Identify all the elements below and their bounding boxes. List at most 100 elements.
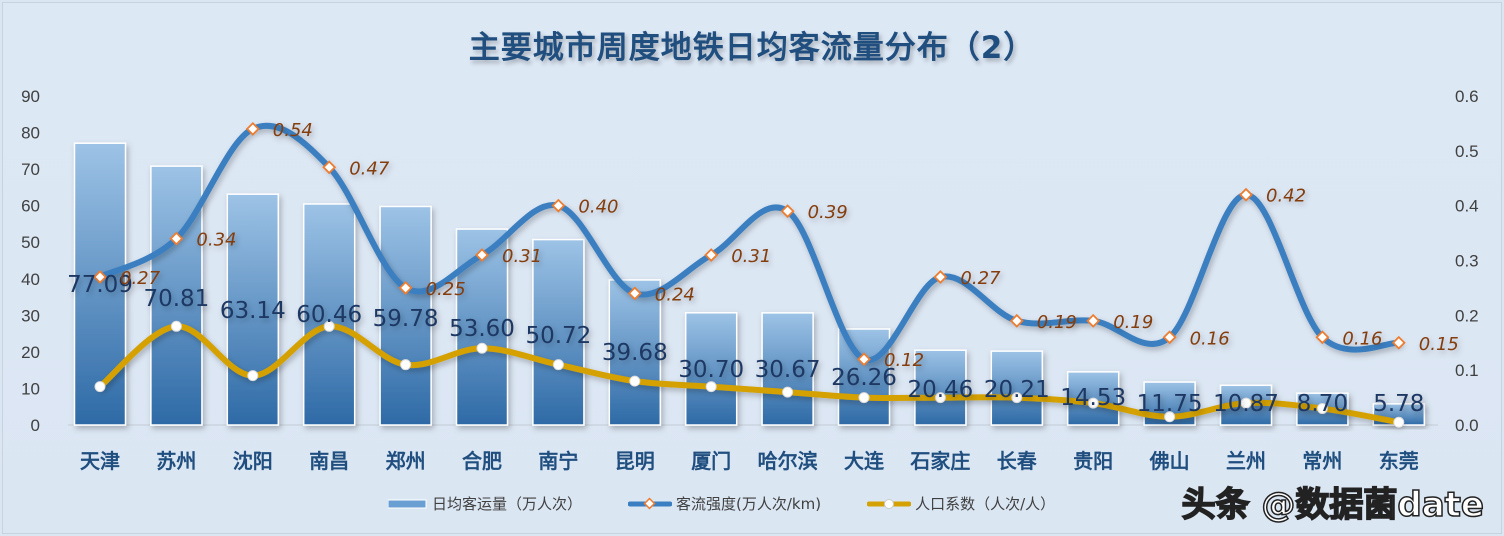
legend-item-population[interactable]: 人口系数（人次/人） <box>867 493 1055 514</box>
right-axis: 0.0 0.1 0.2 0.3 0.4 0.5 0.6 <box>1455 87 1479 435</box>
x-axis-category-label: 厦门 <box>691 449 731 473</box>
intensity-value-label: 0.40 <box>578 197 618 218</box>
population-point-marker[interactable] <box>1011 392 1023 404</box>
intensity-diamond-marker[interactable] <box>169 231 184 246</box>
intensity-line <box>97 122 1402 364</box>
bar[interactable] <box>73 142 127 426</box>
population-point-marker[interactable] <box>782 386 794 398</box>
left-axis-tick: 50 <box>21 233 40 252</box>
x-axis-category-label: 常州 <box>1302 449 1342 473</box>
intensity-diamond-marker[interactable] <box>933 270 948 284</box>
x-axis-category-label: 东莞 <box>1379 449 1419 473</box>
bar-value-label: 26.26 <box>831 365 897 391</box>
intensity-value-label: 0.24 <box>655 284 695 305</box>
population-point-marker[interactable] <box>858 392 870 404</box>
x-axis-category-label: 长春 <box>997 449 1038 473</box>
bar-value-label: 63.14 <box>220 298 286 324</box>
bar-value-labels: 77.09 70.81 63.14 60.46 59.78 53.60 50.72 39.68… <box>67 272 1424 417</box>
intensity-diamond-marker[interactable] <box>475 248 489 262</box>
intensity-diamond-marker[interactable] <box>551 198 566 213</box>
bar-value-label: 53.60 <box>449 316 515 342</box>
intensity-value-label: 0.31 <box>502 246 542 267</box>
intensity-diamond-marker[interactable] <box>780 204 795 219</box>
intensity-diamond-marker[interactable] <box>1086 313 1101 328</box>
population-point-marker[interactable] <box>629 375 641 387</box>
right-axis-tick: 0.4 <box>1455 197 1479 216</box>
bar-value-label: 77.09 <box>67 272 133 298</box>
population-point-marker[interactable] <box>1087 397 1099 409</box>
intensity-diamond-marker[interactable] <box>1162 330 1177 345</box>
right-axis-tick: 0.3 <box>1455 252 1479 271</box>
intensity-diamond-marker[interactable] <box>1315 330 1330 345</box>
intensity-diamond-marker[interactable] <box>1239 187 1253 202</box>
intensity-diamond-marker[interactable] <box>1391 335 1406 350</box>
population-line-series <box>94 320 1405 428</box>
population-point-marker[interactable] <box>705 381 717 393</box>
intensity-value-label: 0.54 <box>273 120 313 141</box>
intensity-diamond-marker[interactable] <box>857 352 871 367</box>
x-axis-category-label: 苏州 <box>156 449 196 473</box>
bar[interactable] <box>379 205 432 426</box>
intensity-diamond-marker[interactable] <box>398 280 413 295</box>
right-axis-tick: 0.0 <box>1455 416 1479 435</box>
intensity-diamond-marker[interactable] <box>1009 313 1024 328</box>
x-axis-category-label: 哈尔滨 <box>758 449 818 473</box>
legend-item-intensity[interactable]: 客流强度(万人次/km) <box>628 493 821 514</box>
bar-value-label: 20.21 <box>984 377 1050 403</box>
population-point-marker[interactable] <box>1164 411 1176 423</box>
intensity-diamond-marker[interactable] <box>322 160 337 175</box>
intensity-value-label: 0.19 <box>1037 312 1077 333</box>
left-axis-tick: 80 <box>21 124 40 143</box>
bar-swatch-icon <box>388 499 427 508</box>
bar-value-label: 5.78 <box>1373 391 1424 417</box>
bar[interactable] <box>226 193 280 426</box>
bar-value-label: 50.72 <box>525 323 591 349</box>
population-point-marker[interactable] <box>94 381 106 393</box>
bar[interactable] <box>608 279 662 426</box>
right-axis-tick: 0.6 <box>1455 87 1479 106</box>
intensity-diamond-marker[interactable] <box>704 248 719 262</box>
x-axis-category-label: 南昌 <box>309 449 349 473</box>
intensity-diamond-marker[interactable] <box>245 121 260 136</box>
population-point-marker[interactable] <box>247 370 259 382</box>
intensity-diamond-marker[interactable] <box>627 286 642 301</box>
left-axis-tick: 0 <box>31 416 40 435</box>
bar[interactable] <box>150 165 203 426</box>
watermark: 头条 @数据菌date <box>1181 484 1485 526</box>
bar-value-label: 30.67 <box>755 357 821 383</box>
left-axis-tick: 90 <box>21 87 40 106</box>
population-point-marker[interactable] <box>934 392 946 404</box>
bar[interactable] <box>302 203 356 426</box>
population-point-marker[interactable] <box>1393 416 1405 428</box>
bar[interactable] <box>761 312 814 426</box>
intensity-value-label: 0.42 <box>1266 186 1306 207</box>
legend: 日均客运量（万人次） 客流强度(万人次/km) 人口系数（人次/人） <box>388 493 1055 514</box>
intensity-value-label: 0.27 <box>960 268 1001 289</box>
x-axis-category-label: 贵阳 <box>1073 449 1113 473</box>
left-axis-tick: 30 <box>21 306 40 325</box>
bar-value-label: 39.68 <box>602 340 668 366</box>
bar-value-label: 11.75 <box>1137 391 1203 417</box>
left-axis-tick: 10 <box>21 379 40 398</box>
population-point-marker[interactable] <box>1316 403 1328 415</box>
bar[interactable] <box>837 328 891 426</box>
bar[interactable] <box>684 312 738 426</box>
population-point-marker[interactable] <box>1240 397 1252 409</box>
population-point-marker[interactable] <box>476 342 488 354</box>
intensity-diamond-marker[interactable] <box>93 270 107 284</box>
intensity-value-label: 0.16 <box>1190 328 1230 349</box>
population-point-marker[interactable] <box>323 320 335 332</box>
bar-value-label: 30.70 <box>678 357 744 383</box>
population-point-marker[interactable] <box>400 359 412 371</box>
right-axis-tick: 0.5 <box>1455 142 1479 161</box>
bar-value-label: 8.70 <box>1297 391 1348 417</box>
legend-item-bar[interactable]: 日均客运量（万人次） <box>388 493 582 514</box>
left-axis-tick: 20 <box>21 343 40 362</box>
bar[interactable] <box>990 350 1044 426</box>
population-point-marker[interactable] <box>552 359 564 371</box>
population-point-marker[interactable] <box>170 320 182 332</box>
intensity-value-label: 0.19 <box>1113 312 1153 333</box>
bar[interactable] <box>532 238 585 426</box>
bar[interactable] <box>914 349 967 426</box>
x-axis-category-label: 石家庄 <box>909 449 970 473</box>
